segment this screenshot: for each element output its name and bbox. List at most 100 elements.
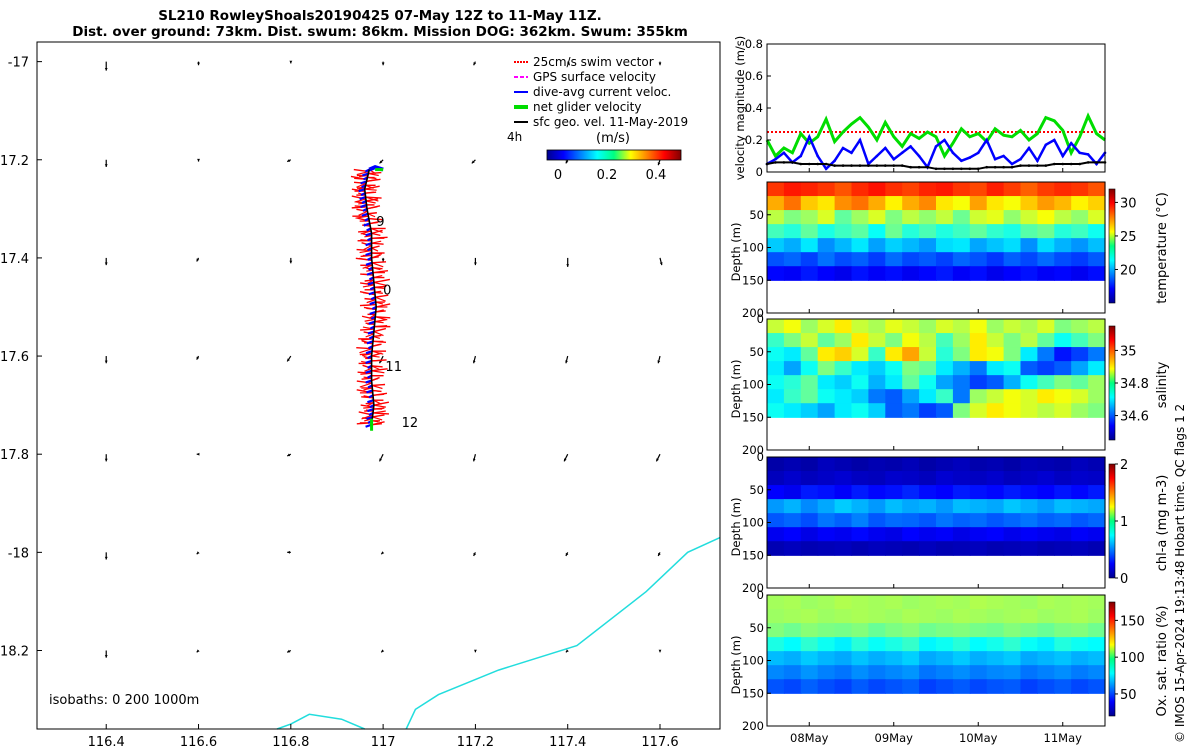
velocity-y-tick-label: 0.2 [745, 133, 763, 147]
heatmap-cell [851, 471, 869, 486]
velocity-point-sfc [807, 162, 811, 166]
heatmap-cell [986, 266, 1005, 281]
heatmap-cell [919, 238, 937, 253]
heatmap-cell [1037, 637, 1055, 652]
surface-vector-head [658, 552, 661, 556]
heatmap-cell [952, 333, 971, 348]
heatmap-cell [1071, 499, 1089, 514]
swim-vector [371, 229, 383, 235]
velocity-y-tick-label: 0.8 [745, 37, 763, 51]
heatmap-cell [783, 527, 802, 542]
heatmap-cell [1037, 541, 1055, 556]
heatmap-cell [919, 375, 937, 390]
heatmap-cell [1088, 471, 1106, 486]
heatmap-cell [1054, 196, 1072, 211]
heatmap-cell [834, 485, 853, 500]
heatmap-cell [952, 457, 971, 472]
heatmap-cell [885, 266, 903, 281]
heatmap-cell [902, 347, 920, 362]
heatmap-cell [1020, 182, 1038, 197]
heatmap-cell [952, 609, 971, 624]
heatmap-y-tick-label: 150 [742, 548, 764, 562]
current-vector [358, 188, 366, 193]
heatmap-cell [817, 541, 836, 556]
heatmap-cell [952, 182, 971, 197]
swim-vector [373, 278, 391, 284]
swim-vector [371, 355, 380, 358]
swim-vector [356, 380, 372, 384]
heatmap-y-tick-label: 0 [757, 450, 764, 464]
heatmap-cell [885, 403, 903, 418]
swim-vector [362, 284, 375, 288]
heatmap-cell [817, 252, 836, 267]
heatmap-cell [868, 238, 886, 253]
heatmap-cell [902, 333, 920, 348]
velocity-point-current [1010, 162, 1014, 166]
surface-vector-head [104, 556, 108, 560]
heatmap-cell [1071, 238, 1089, 253]
heatmap-cell [1088, 679, 1106, 694]
heatmap-y-tick-label: 200 [742, 581, 764, 595]
heatmap-cell [817, 623, 836, 638]
map-x-tick-label: 116.4 [88, 735, 125, 750]
time-tick-label: 10May [959, 731, 998, 745]
map-y-tick-label: 17.6 [0, 350, 29, 365]
heatmap-cell [800, 210, 819, 225]
heatmap-cell [952, 224, 971, 239]
current-vector [367, 408, 374, 413]
heatmap-cell [834, 361, 853, 376]
heatmap-cell [1071, 609, 1089, 624]
heatmap-cell [834, 513, 853, 528]
heatmap-cell [1037, 252, 1055, 267]
surface-vector-head [381, 649, 385, 653]
surface-vector-head [197, 62, 200, 66]
surface-vector-head [196, 356, 200, 360]
heatmap-cell [783, 513, 802, 528]
heatmap-cell [1088, 609, 1106, 624]
heatmap-cell [800, 224, 819, 239]
velocity-point-current [1019, 157, 1022, 161]
velocity-point-current [1002, 154, 1005, 158]
heatmap-cell [986, 347, 1005, 362]
heatmap-cell [851, 361, 869, 376]
colorbar-gradient [546, 149, 682, 161]
heatmap-y-tick-label: 200 [742, 306, 764, 320]
swim-vector [359, 348, 373, 354]
velocity-point-current [1086, 153, 1090, 156]
heatmap-cell [851, 210, 869, 225]
heatmap-cell [783, 182, 802, 197]
swim-vector [363, 387, 373, 391]
heatmap-cell [834, 389, 853, 404]
velocity-point-sfc [1002, 165, 1005, 169]
heatmap-cell [1003, 375, 1022, 390]
swim-vector [371, 383, 386, 387]
swim-vector [367, 213, 376, 218]
heatmap-y-label: Depth (m) [729, 223, 743, 282]
heatmap-cell [1003, 196, 1022, 211]
heatmap-cell [919, 651, 937, 666]
swim-vector [371, 240, 382, 244]
heatmap-cell [1020, 224, 1038, 239]
heatmap-cell [902, 182, 920, 197]
current-vector [366, 271, 374, 276]
heatmap-cell [1088, 224, 1106, 239]
heatmap-cell [902, 210, 920, 225]
heatmap-cell [1071, 403, 1089, 418]
heatmap-cell [1037, 471, 1055, 486]
swim-vector [365, 198, 379, 202]
heatmap-cell [1088, 651, 1106, 666]
velocity-point-current [917, 154, 921, 158]
surface-vector-head [566, 264, 570, 267]
swim-vector [366, 269, 373, 272]
heatmap-cell [1003, 623, 1022, 638]
heatmap-cell [885, 224, 903, 239]
heatmap-cell [800, 196, 819, 211]
surface-vector-head [565, 160, 569, 164]
current-vector [365, 232, 372, 237]
heatmap-cell [783, 651, 802, 666]
heatmap-cell [1071, 527, 1089, 542]
heatmap-cell [969, 347, 988, 362]
heatmap-y-tick-label: 200 [742, 443, 764, 457]
swim-vector [361, 338, 374, 341]
heatmap-cell [885, 665, 903, 680]
